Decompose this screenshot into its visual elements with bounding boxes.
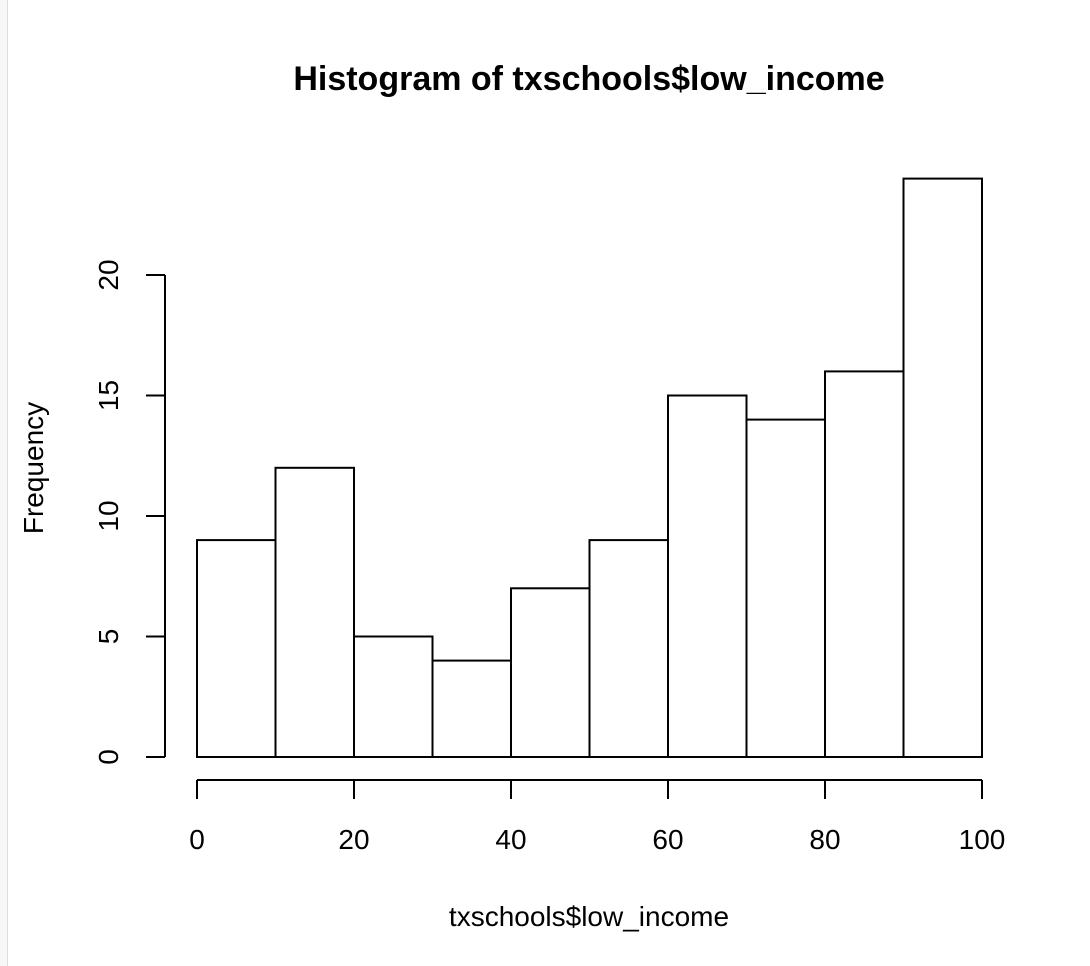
x-tick-label-5: 100 (959, 824, 1006, 855)
y-tick-label-2: 10 (93, 500, 124, 531)
histogram-bar-6 (667, 394, 748, 758)
y-axis: 0 5 10 15 20 (93, 259, 166, 765)
x-axis: 0 20 40 60 80 100 (189, 779, 1006, 855)
histogram-bar-1 (274, 466, 355, 758)
histogram-bar-9 (902, 177, 983, 759)
y-tick-label-0: 0 (93, 749, 124, 765)
y-tick-label-1: 5 (93, 629, 124, 645)
x-tick-label-4: 80 (809, 824, 840, 855)
histogram-bar-0 (196, 539, 277, 758)
chart-title: Histogram of txschools$low_income (293, 60, 884, 98)
histogram-bar-3 (431, 659, 512, 758)
x-tick-label-1: 20 (338, 824, 369, 855)
x-tick-label-0: 0 (189, 824, 205, 855)
x-tick-label-3: 60 (652, 824, 683, 855)
y-tick-label-3: 15 (93, 380, 124, 411)
histogram-bar-2 (353, 635, 434, 758)
histogram-bar-4 (510, 587, 591, 758)
x-tick-label-2: 40 (495, 824, 526, 855)
y-axis-label: Frequency (18, 402, 49, 534)
panel-left-border (0, 0, 8, 966)
y-tick-label-4: 20 (93, 259, 124, 290)
x-axis-label: txschools$low_income (449, 901, 729, 932)
histogram-bar-5 (588, 539, 669, 758)
bars-group (196, 177, 983, 759)
histogram-bar-7 (745, 418, 826, 758)
histogram-bar-8 (824, 370, 905, 758)
